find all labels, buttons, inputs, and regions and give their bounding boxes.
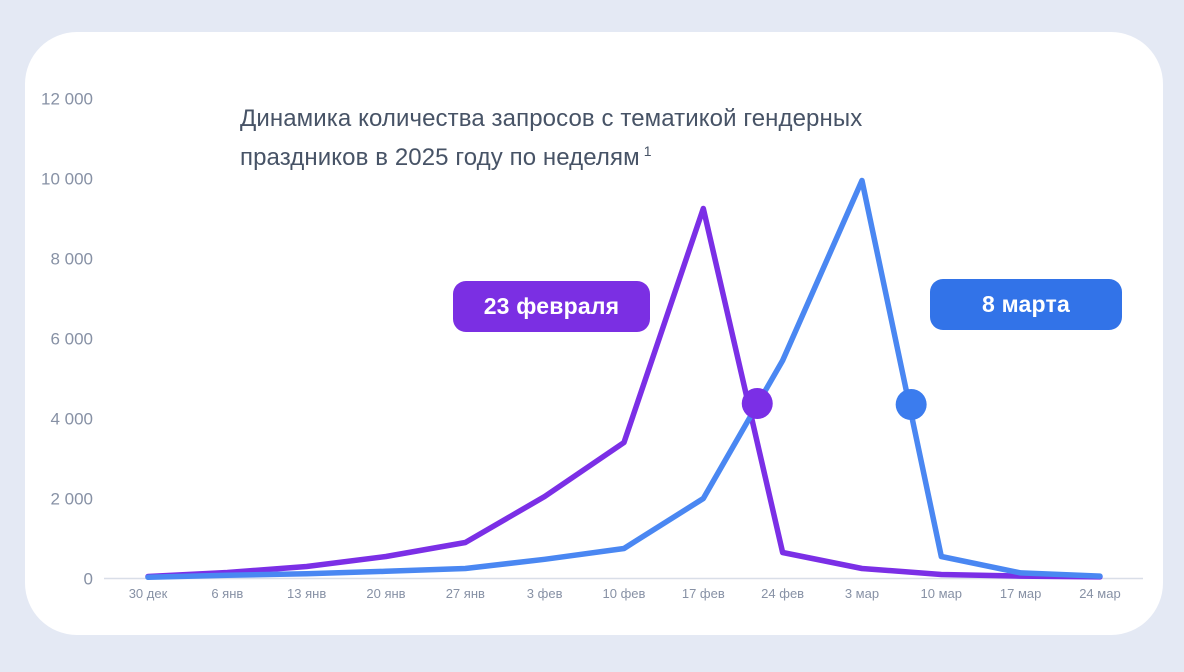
holiday-marker-8-march: [895, 389, 927, 420]
x-tick-label-8: 24 фев: [761, 586, 804, 601]
footnote-marker-icon: 1: [643, 143, 652, 159]
x-tick-label-5: 3 фев: [527, 586, 563, 601]
series-label-8-march: 8 марта: [930, 279, 1122, 330]
x-tick-label-2: 13 янв: [287, 586, 326, 601]
y-tick-label-0: 12 000: [41, 90, 93, 109]
series-label-23-february-text: 23 февраля: [483, 293, 620, 319]
x-tick-label-10: 10 мар: [921, 586, 962, 601]
chart-title-line2: праздников в 2025 году по неделям: [240, 144, 640, 171]
x-tick-label-12: 24 мар: [1079, 586, 1120, 601]
series-label-8-march-text: 8 марта: [982, 291, 1070, 317]
series-label-23-february: 23 февраля: [453, 281, 650, 332]
x-tick-label-9: 3 мар: [845, 586, 879, 601]
holiday-marker-23-february: [741, 388, 773, 419]
series-line-23-february: [145, 205, 1103, 580]
x-tick-label-4: 27 янв: [446, 586, 485, 601]
x-tick-label-3: 20 янв: [366, 586, 405, 601]
y-tick-label-6: 0: [84, 570, 93, 589]
chart-card: Динамика количества запросов с тематикой…: [25, 32, 1163, 635]
series-line-8-march: [145, 177, 1103, 581]
x-tick-label-7: 17 фев: [682, 586, 725, 601]
x-tick-label-11: 17 мар: [1000, 586, 1041, 601]
chart-title: Динамика количества запросов с тематикой…: [240, 102, 862, 174]
x-tick-label-1: 6 янв: [211, 586, 243, 601]
chart-title-line1: Динамика количества запросов с тематикой…: [240, 105, 863, 132]
y-tick-label-4: 4 000: [50, 410, 93, 429]
y-tick-label-5: 2 000: [50, 490, 93, 509]
y-tick-label-1: 10 000: [41, 170, 93, 189]
x-tick-label-0: 30 дек: [129, 586, 168, 601]
y-tick-label-2: 8 000: [50, 250, 93, 269]
x-tick-label-6: 10 фев: [603, 586, 646, 601]
y-tick-label-3: 6 000: [50, 330, 93, 349]
